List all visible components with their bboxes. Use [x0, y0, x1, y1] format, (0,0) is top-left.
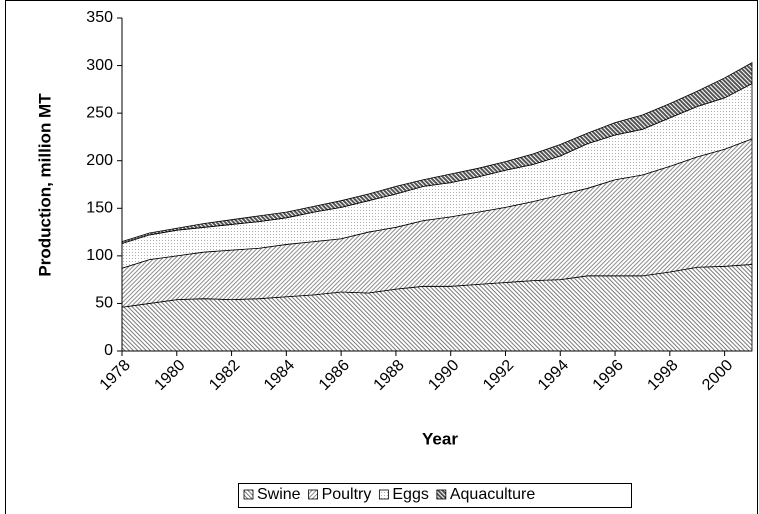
- legend-box: [238, 483, 632, 508]
- legend-swatch: [436, 489, 447, 500]
- x-tick-label: 1998: [644, 357, 681, 394]
- x-axis-label: Year: [422, 429, 458, 448]
- x-tick-label: 1984: [261, 357, 298, 394]
- legend-label: Aquaculture: [450, 486, 535, 503]
- x-tick-label: 1980: [151, 357, 188, 394]
- y-tick-label: 100: [86, 247, 113, 264]
- area: [121, 62, 753, 245]
- legend-swatch: [378, 489, 389, 500]
- legend-label: Swine: [257, 486, 301, 503]
- y-tick-label: 50: [95, 295, 113, 312]
- y-tick-label: 300: [86, 57, 113, 74]
- y-tick-label: 0: [104, 342, 113, 359]
- x-tick-label: 1986: [316, 357, 353, 394]
- x-tick-label: 2000: [699, 357, 736, 394]
- y-tick-label: 150: [86, 200, 113, 217]
- chart-frame: [5, 0, 758, 514]
- legend-swatch: [243, 489, 254, 500]
- x-tick-label: 1982: [206, 357, 243, 394]
- y-tick-label: 250: [86, 104, 113, 121]
- x-tick-label: 1992: [480, 357, 517, 394]
- y-tick-label: 200: [86, 152, 113, 169]
- legend-label: Eggs: [392, 486, 428, 503]
- legend-label: Poultry: [322, 486, 372, 503]
- x-tick-label: 1990: [425, 357, 462, 394]
- x-tick-label: 1978: [97, 357, 134, 394]
- y-tick-label: 350: [86, 9, 113, 26]
- x-tick-label: 1996: [590, 357, 627, 394]
- x-tick-label: 1994: [535, 357, 572, 394]
- legend-swatch: [308, 489, 318, 500]
- y-axis-label: Production, million MT: [35, 93, 54, 277]
- x-tick-label: 1988: [371, 357, 408, 394]
